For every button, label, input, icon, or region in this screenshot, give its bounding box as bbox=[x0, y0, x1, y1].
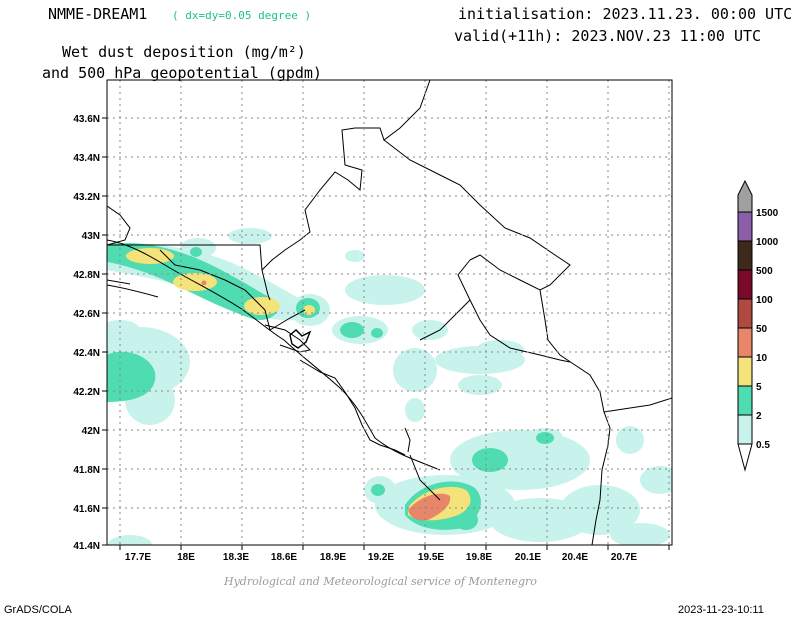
lat-label: 42.4N bbox=[73, 348, 100, 359]
lon-label: 19.8E bbox=[466, 552, 492, 563]
lake-outline bbox=[289, 329, 312, 349]
legend-level: 1500 bbox=[756, 208, 779, 219]
model-name: NMME-DREAM1 bbox=[48, 5, 148, 23]
lon-label: 18.9E bbox=[320, 552, 346, 563]
legend-level: 10 bbox=[756, 353, 768, 364]
software-label: GrADS/COLA bbox=[4, 604, 72, 616]
generated-timestamp: 2023-11-23-10:11 bbox=[678, 604, 764, 616]
lat-label: 43.2N bbox=[73, 192, 100, 203]
lon-label: 18.3E bbox=[223, 552, 249, 563]
legend-level: 1000 bbox=[756, 237, 779, 248]
map-title-line1: Wet dust deposition (mg/m²) bbox=[62, 43, 306, 61]
legend-level: 50 bbox=[756, 324, 768, 335]
lon-label: 18E bbox=[177, 552, 195, 563]
lat-label: 43.4N bbox=[73, 153, 100, 164]
legend-swatch bbox=[737, 356, 753, 387]
resolution-note: ( dx=dy=0.05 degree ) bbox=[172, 9, 312, 22]
lat-label: 41.6N bbox=[73, 504, 100, 515]
legend-level: 100 bbox=[756, 295, 773, 306]
legend-swatch bbox=[737, 414, 753, 445]
lat-label: 42.8N bbox=[73, 270, 100, 281]
legend-level: 500 bbox=[756, 266, 773, 277]
legend-swatch bbox=[737, 269, 753, 300]
lon-label: 19.5E bbox=[418, 552, 444, 563]
lat-label: 42.6N bbox=[73, 309, 100, 320]
lat-label: 43.6N bbox=[73, 114, 100, 125]
lon-label: 20.4E bbox=[562, 552, 588, 563]
legend-arrow-top bbox=[737, 179, 753, 213]
legend-swatch bbox=[737, 385, 753, 416]
lat-labels: 43.6N 43.4N 43.2N 43N 42.8N 42.6N 42.4N … bbox=[73, 114, 100, 552]
lon-label: 20.7E bbox=[611, 552, 637, 563]
dust-field bbox=[107, 228, 672, 545]
graticule bbox=[107, 80, 672, 545]
legend-swatch bbox=[737, 298, 753, 329]
lon-labels: 17.7E 18E 18.3E 18.6E 18.9E 19.2E 19.5E … bbox=[125, 552, 637, 563]
lon-label: 20.1E bbox=[515, 552, 541, 563]
legend-level: 5 bbox=[756, 382, 762, 393]
valid-time: valid(+11h): 2023.NOV.23 11:00 UTC bbox=[454, 27, 762, 45]
lat-label: 41.4N bbox=[73, 541, 100, 552]
lat-label: 42N bbox=[82, 426, 100, 437]
lon-label: 18.6E bbox=[271, 552, 297, 563]
lat-label: 42.2N bbox=[73, 387, 100, 398]
coastlines-borders bbox=[107, 80, 672, 545]
lon-label: 17.7E bbox=[125, 552, 151, 563]
lat-label: 43N bbox=[82, 231, 100, 242]
legend-swatch bbox=[737, 211, 753, 242]
init-time: initialisation: 2023.11.23. 00:00 UTC bbox=[458, 5, 793, 23]
legend-level: 0.5 bbox=[756, 440, 770, 451]
legend-arrow-bottom bbox=[737, 443, 753, 472]
lon-label: 19.2E bbox=[368, 552, 394, 563]
map-title-line2: and 500 hPa geopotential (gpdm) bbox=[42, 64, 322, 82]
color-legend: 1500 1000 500 100 50 10 5 2 0.5 bbox=[737, 179, 779, 472]
legend-swatch bbox=[737, 240, 753, 271]
legend-level: 2 bbox=[756, 411, 762, 422]
lat-label: 41.8N bbox=[73, 465, 100, 476]
credit-line: Hydrological and Meteorological service … bbox=[224, 575, 537, 588]
legend-swatch bbox=[737, 327, 753, 358]
axis-ticks bbox=[102, 117, 670, 550]
